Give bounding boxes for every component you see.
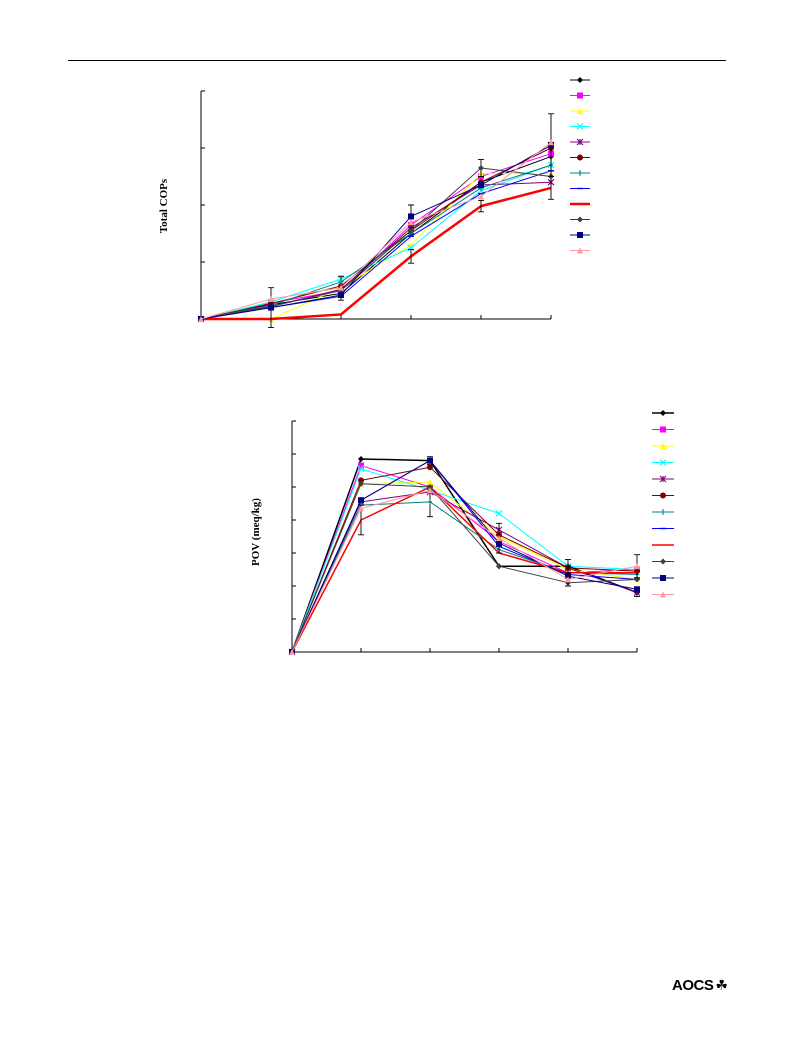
chart2-point-2-2	[427, 479, 433, 486]
chart1-legend-marker-3	[576, 123, 584, 130]
chart2-series-line-4	[291, 491, 638, 653]
chart1-point-11-0	[198, 316, 204, 322]
chart1-point-6-2	[339, 278, 343, 285]
chart1-point-10-1	[268, 304, 274, 311]
chart2-legend-marker-6	[661, 509, 665, 515]
chart1-series-line-5	[200, 147, 552, 320]
chart2-legend-marker-2	[660, 443, 666, 449]
chart1-legend-marker-2	[577, 108, 583, 114]
chart1-point-11-2	[338, 284, 344, 291]
chart1-series-line-3	[200, 164, 552, 320]
chart1-error-bar-8-4	[478, 199, 484, 213]
aocs-logo: AOCS ☘	[672, 977, 728, 994]
chart1-series-line-1	[200, 153, 552, 320]
chart2-point-10-1	[358, 497, 364, 504]
chart2-point-1-1	[358, 462, 364, 469]
chart1-point-10-2	[338, 292, 344, 299]
chart1-series-line-7	[200, 170, 552, 320]
chart1-series-line-8	[201, 186, 552, 321]
chart1-series-line-6	[200, 164, 552, 320]
chart2-point-10-2	[427, 457, 433, 464]
chart1-point-9-3	[408, 227, 414, 234]
chart1-series-line-10	[200, 144, 552, 320]
chart2-legend-marker-11	[660, 591, 666, 598]
chart2-point-11-0	[289, 649, 295, 655]
chart2-series-line-0	[291, 458, 638, 653]
chart2-point-9-1	[358, 480, 364, 487]
chart1-point-9-4	[478, 164, 484, 171]
chart2-point-11-5	[634, 563, 640, 570]
chart2-series-line-8	[291, 486, 637, 653]
chart1-error-bar-8-3	[408, 249, 414, 264]
chart2-series-line-7	[291, 460, 638, 653]
chart1-series-line-0	[200, 156, 552, 320]
chart1-legend-marker-4	[576, 138, 584, 146]
chart2-point-5-1	[358, 477, 364, 484]
chart1-legend-marker-0	[577, 77, 583, 83]
chart2-series-line-11	[291, 489, 638, 653]
chart2-legend-marker-5	[660, 492, 666, 499]
chart2-legend-marker-9	[660, 558, 666, 565]
chart1-legend-marker-1	[577, 92, 583, 99]
chart2-point-0-1	[358, 455, 364, 462]
trefoil-icon: ☘	[715, 977, 728, 993]
chart2-legend-marker-1	[660, 426, 666, 433]
chart2-point-11-4	[565, 576, 571, 583]
chart1-point-10-3	[408, 213, 414, 220]
chart1-point-10-4	[478, 182, 484, 189]
chart2-point-11-2	[427, 487, 433, 494]
chart1-series-line-11	[200, 141, 552, 320]
chart1-series-line-2	[201, 173, 551, 320]
logo-text: AOCS	[672, 977, 714, 994]
chart2-point-6-2	[428, 498, 432, 505]
chart2-series-line-10	[291, 460, 638, 653]
chart2-point-3-3	[495, 509, 503, 517]
chart1-series-line-9	[200, 167, 552, 320]
chart2-legend-marker-0	[660, 410, 666, 416]
chart2-series-line-5	[291, 466, 638, 653]
chart2-legend-marker-4	[659, 475, 667, 483]
chart2-y-axis-label: POV (meq/kg)	[250, 498, 262, 566]
chart1-legend-marker-9	[577, 216, 583, 223]
chart1-point-11-5	[548, 139, 554, 146]
chart2-series-line-3	[291, 468, 638, 653]
chart1-y-axis-label: Total COPs	[158, 178, 170, 234]
page-top-rule	[68, 60, 726, 61]
chart1-point-11-1	[268, 296, 274, 303]
chart1-point-11-3	[408, 219, 414, 226]
chart2-point-11-3	[496, 535, 502, 542]
chart2-series-line-9	[291, 483, 638, 653]
chart1-point-11-4	[478, 193, 484, 200]
chart2-point-3-1	[357, 465, 365, 473]
chart1-legend-marker-6	[578, 170, 582, 176]
chart2-series-line-1	[291, 465, 638, 653]
chart2-point-9-2	[427, 484, 433, 490]
chart2-point-9-3	[496, 563, 502, 570]
chart2-point-5-2	[427, 464, 433, 471]
chart1-legend-marker-10	[577, 232, 583, 238]
chart2-legend-marker-3	[659, 459, 667, 466]
chart1-legend-marker-5	[577, 154, 583, 161]
chart2-point-10-5	[634, 586, 640, 593]
chart2-point-11-1	[358, 505, 364, 512]
chart2-legend-marker-10	[660, 575, 666, 581]
chart1-legend-marker-11	[577, 247, 583, 254]
